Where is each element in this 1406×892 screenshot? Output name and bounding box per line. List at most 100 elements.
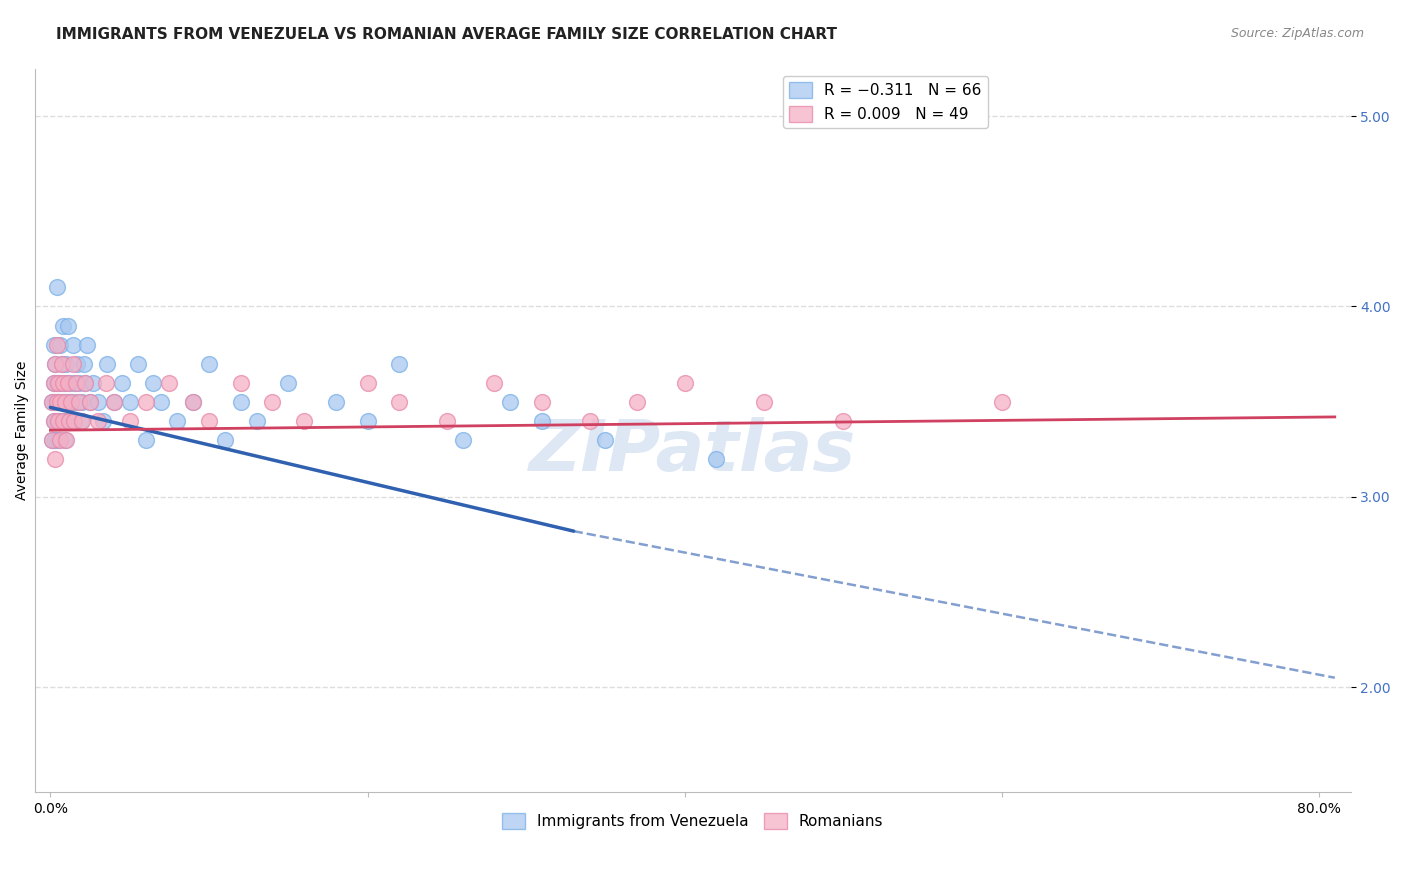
Point bbox=[41, 433, 63, 447]
Point bbox=[135, 433, 157, 447]
Point bbox=[42, 414, 65, 428]
Point bbox=[198, 414, 221, 428]
Point bbox=[70, 414, 93, 428]
Point bbox=[73, 357, 96, 371]
Point bbox=[41, 433, 63, 447]
Point bbox=[45, 414, 67, 428]
Point bbox=[65, 394, 87, 409]
Point bbox=[49, 394, 72, 409]
Point bbox=[56, 394, 79, 409]
Point bbox=[356, 414, 378, 428]
Point bbox=[595, 433, 617, 447]
Point bbox=[103, 394, 125, 409]
Point bbox=[79, 394, 101, 409]
Point bbox=[42, 376, 65, 390]
Point bbox=[58, 414, 80, 428]
Point bbox=[52, 394, 75, 409]
Point bbox=[45, 337, 67, 351]
Point bbox=[55, 357, 77, 371]
Point bbox=[53, 376, 76, 390]
Point bbox=[87, 394, 110, 409]
Point bbox=[356, 376, 378, 390]
Point bbox=[292, 414, 315, 428]
Point bbox=[49, 433, 72, 447]
Point bbox=[578, 414, 600, 428]
Point bbox=[103, 394, 125, 409]
Point bbox=[46, 394, 69, 409]
Point bbox=[181, 394, 204, 409]
Point bbox=[44, 433, 66, 447]
Point bbox=[530, 414, 553, 428]
Point bbox=[991, 394, 1014, 409]
Point bbox=[67, 394, 90, 409]
Point bbox=[69, 414, 91, 428]
Point bbox=[277, 376, 299, 390]
Point bbox=[63, 414, 86, 428]
Point bbox=[752, 394, 775, 409]
Point bbox=[118, 414, 141, 428]
Point bbox=[87, 414, 110, 428]
Point bbox=[46, 414, 69, 428]
Point bbox=[70, 394, 93, 409]
Point bbox=[76, 337, 98, 351]
Point bbox=[52, 414, 75, 428]
Point bbox=[673, 376, 696, 390]
Point bbox=[55, 414, 77, 428]
Point bbox=[67, 376, 90, 390]
Y-axis label: Average Family Size: Average Family Size bbox=[15, 360, 30, 500]
Point bbox=[51, 357, 73, 371]
Point bbox=[229, 376, 252, 390]
Point bbox=[181, 394, 204, 409]
Point bbox=[135, 394, 157, 409]
Point bbox=[52, 376, 75, 390]
Text: ZIPatlas: ZIPatlas bbox=[529, 417, 856, 486]
Point bbox=[706, 451, 728, 466]
Point bbox=[45, 376, 67, 390]
Point bbox=[451, 433, 474, 447]
Point bbox=[388, 394, 411, 409]
Point bbox=[53, 433, 76, 447]
Point bbox=[58, 414, 80, 428]
Point bbox=[42, 376, 65, 390]
Point bbox=[436, 414, 458, 428]
Point bbox=[499, 394, 522, 409]
Point bbox=[157, 376, 180, 390]
Point bbox=[214, 433, 236, 447]
Point bbox=[91, 414, 114, 428]
Point bbox=[75, 376, 97, 390]
Point bbox=[41, 394, 63, 409]
Point bbox=[111, 376, 134, 390]
Point bbox=[388, 357, 411, 371]
Point bbox=[79, 394, 101, 409]
Point bbox=[44, 357, 66, 371]
Point bbox=[166, 414, 188, 428]
Point bbox=[44, 394, 66, 409]
Point bbox=[60, 394, 83, 409]
Point bbox=[45, 394, 67, 409]
Point bbox=[127, 357, 149, 371]
Point bbox=[56, 318, 79, 333]
Point bbox=[55, 433, 77, 447]
Point bbox=[45, 280, 67, 294]
Point bbox=[53, 394, 76, 409]
Point bbox=[325, 394, 347, 409]
Point bbox=[75, 376, 97, 390]
Point bbox=[262, 394, 284, 409]
Point bbox=[49, 376, 72, 390]
Point bbox=[44, 451, 66, 466]
Point bbox=[56, 376, 79, 390]
Text: IMMIGRANTS FROM VENEZUELA VS ROMANIAN AVERAGE FAMILY SIZE CORRELATION CHART: IMMIGRANTS FROM VENEZUELA VS ROMANIAN AV… bbox=[56, 27, 837, 42]
Point bbox=[66, 357, 89, 371]
Point bbox=[42, 414, 65, 428]
Point bbox=[42, 337, 65, 351]
Point bbox=[150, 394, 173, 409]
Point bbox=[626, 394, 648, 409]
Point bbox=[49, 337, 72, 351]
Point bbox=[198, 357, 221, 371]
Point bbox=[51, 414, 73, 428]
Point bbox=[63, 414, 86, 428]
Point bbox=[118, 394, 141, 409]
Point bbox=[46, 376, 69, 390]
Point bbox=[832, 414, 855, 428]
Point bbox=[52, 318, 75, 333]
